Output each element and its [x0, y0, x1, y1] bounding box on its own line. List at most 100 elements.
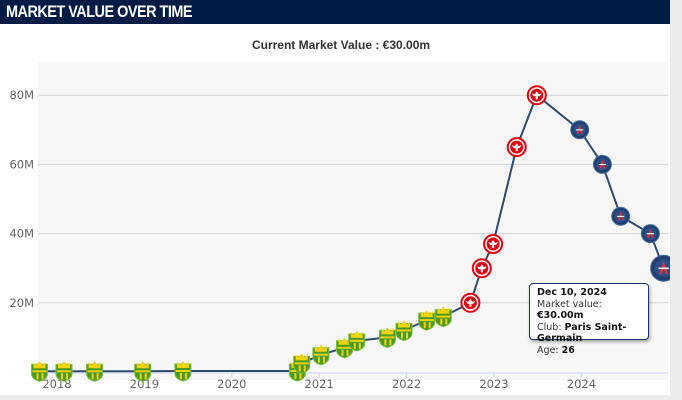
data-point	[378, 327, 396, 348]
crown-icon	[58, 361, 70, 369]
crest-stripe	[184, 373, 187, 379]
crest-stripe	[322, 356, 325, 363]
crest-stripe	[313, 353, 328, 356]
x-tick-label: 2021	[305, 377, 334, 391]
data-point	[418, 310, 436, 331]
data-markers	[31, 85, 670, 382]
crest-stripe	[144, 373, 147, 380]
tooltip-date: Dec 10, 2024	[537, 287, 607, 298]
crest-stripe	[294, 362, 309, 365]
crown-icon	[338, 337, 351, 345]
eagle-icon	[531, 91, 542, 100]
data-point	[348, 330, 366, 352]
current-market-value: €30.00m	[382, 38, 431, 52]
eagle-icon	[488, 240, 499, 248]
chart-subtitle: Current Market Value : €30.00m	[0, 38, 682, 52]
crown-icon	[314, 344, 327, 352]
crest-stripe	[96, 373, 99, 380]
crest-stripe	[87, 370, 102, 373]
crest-bar	[617, 215, 625, 217]
crest-stripe	[36, 373, 39, 380]
crown-icon	[350, 330, 363, 338]
data-point	[471, 258, 492, 279]
y-tick-label: 60M	[9, 157, 34, 171]
data-point	[55, 361, 73, 382]
x-tick-label: 2020	[217, 377, 246, 391]
crest-stripe	[419, 319, 434, 322]
page-scrollbar[interactable]	[670, 0, 682, 400]
y-axis: 20M 40M 60M 80M	[9, 88, 34, 310]
crest-stripe	[32, 370, 47, 373]
data-point	[650, 254, 670, 282]
crest-stripe	[428, 322, 431, 329]
data-point	[640, 224, 660, 244]
crest-stripe	[317, 356, 320, 363]
crest-stripe	[401, 332, 403, 339]
y-tick-label: 80M	[9, 88, 34, 102]
section-header: MARKET VALUE OVER TIME	[0, 0, 670, 24]
x-tick-label: 2019	[130, 377, 159, 391]
crest-stripe	[175, 370, 190, 372]
eagle-icon	[511, 143, 522, 152]
y-tick-label: 40M	[9, 227, 34, 241]
crown-icon	[381, 327, 394, 335]
data-point	[293, 353, 311, 374]
crest-stripe	[57, 370, 71, 373]
crest-stripe	[298, 365, 301, 372]
crown-icon	[176, 361, 189, 368]
data-point	[31, 361, 48, 382]
crest-bar	[646, 233, 654, 235]
data-point	[312, 344, 330, 366]
crown-icon	[437, 306, 450, 314]
crest-stripe	[349, 339, 364, 342]
eagle-icon	[476, 264, 487, 273]
crest-stripe	[61, 373, 63, 380]
crest-stripe	[353, 342, 356, 349]
tooltip-market-value: €30.00m	[537, 310, 584, 321]
crest-bar	[576, 129, 584, 131]
crest-stripe	[337, 346, 352, 349]
crest-stripe	[406, 332, 408, 339]
crest-stripe	[358, 342, 361, 349]
crest-stripe	[299, 373, 302, 379]
crest-stripe	[389, 339, 392, 346]
crest-stripe	[436, 315, 451, 318]
data-point	[611, 206, 631, 226]
x-tick-label: 2022	[392, 377, 421, 391]
crest-stripe	[91, 373, 94, 380]
data-point	[395, 320, 413, 342]
subtitle-label: Current Market Value :	[251, 38, 383, 52]
crest-stripe	[384, 339, 387, 346]
crest-stripe	[440, 318, 443, 325]
y-tick-label: 20M	[9, 296, 34, 310]
crest-stripe	[294, 373, 297, 379]
eagle-icon	[465, 298, 476, 307]
crown-icon	[33, 361, 46, 369]
crest-bar	[658, 267, 669, 270]
data-point	[134, 361, 152, 382]
data-tooltip: Dec 10, 2024 Market value: €30.00m Club:…	[529, 283, 649, 356]
crest-stripe	[397, 329, 411, 332]
crest-stripe	[41, 373, 44, 380]
tooltip-age-label: Age:	[537, 344, 562, 356]
data-point	[506, 137, 527, 158]
data-point	[526, 85, 547, 106]
crest-stripe	[341, 349, 344, 356]
crest-stripe	[346, 349, 349, 356]
data-point	[460, 292, 481, 313]
bottom-band	[0, 395, 670, 400]
crown-icon	[420, 310, 433, 318]
crest-stripe	[135, 370, 150, 373]
crest-stripe	[66, 373, 68, 380]
crest-stripe	[380, 336, 395, 339]
data-point	[336, 337, 353, 359]
tooltip-age: 26	[561, 344, 575, 356]
crown-icon	[88, 361, 101, 369]
section-title: MARKET VALUE OVER TIME	[6, 2, 193, 21]
crest-bar	[598, 163, 606, 166]
tooltip-club: Paris Saint-Germain	[537, 321, 627, 345]
data-point	[174, 361, 192, 382]
data-point	[570, 120, 590, 140]
x-tick-label: 2023	[479, 377, 508, 391]
x-tick-label: 2024	[567, 377, 596, 391]
